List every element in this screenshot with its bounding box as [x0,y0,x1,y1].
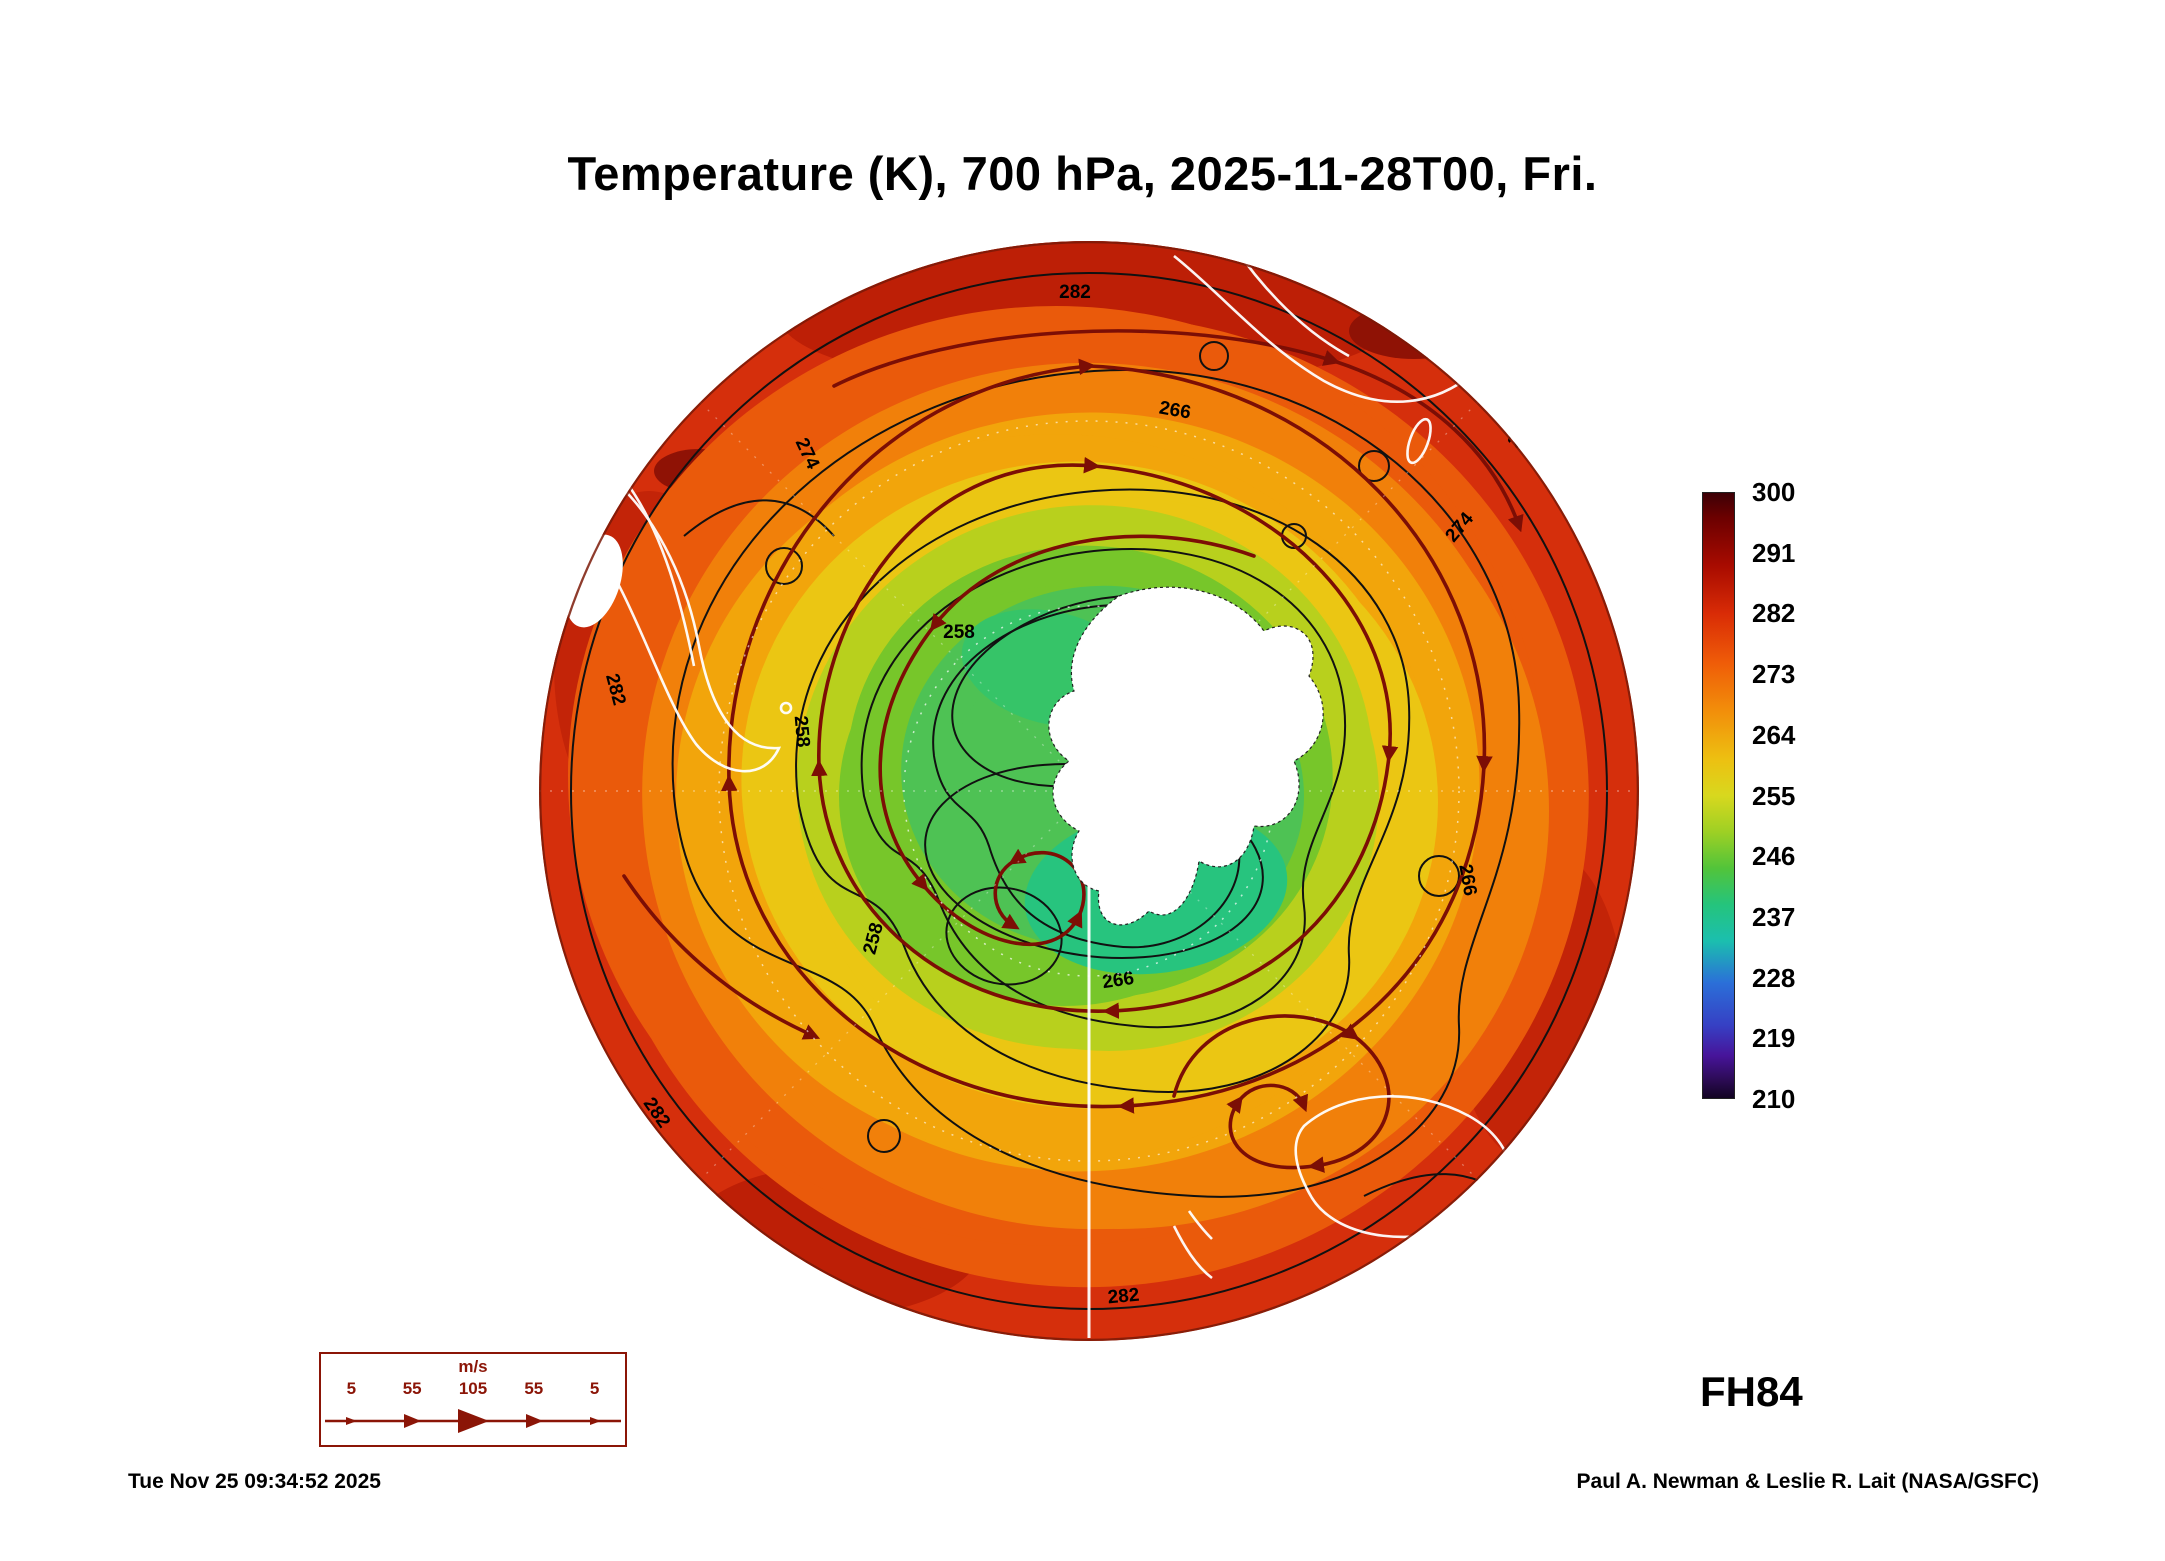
wind-speed-legend: m/s 5 55 105 55 5 [319,1352,627,1447]
colorbar-tick-label: 228 [1752,963,1796,993]
contour-label-258: 258 [790,715,814,748]
contour-label-266: 266 [1101,968,1135,993]
map-rim [539,241,1639,1341]
colorbar-tick-label: 219 [1752,1023,1796,1053]
colorbar-tick-label: 300 [1752,477,1796,507]
wind-scale-value: 5 [346,1379,357,1398]
wind-unit-label: m/s [458,1357,488,1376]
credit-text: Paul A. Newman & Leslie R. Lait (NASA/GS… [1576,1470,2039,1493]
wind-scale-value: 105 [458,1379,488,1398]
graticule [539,401,1639,1338]
wind-streamlines [622,329,1524,1173]
wind-scale-value: 55 [402,1379,422,1398]
colorbar-tick-label: 210 [1752,1084,1796,1114]
contour-label-258: 258 [943,622,975,643]
wind-scale-value: 55 [524,1379,544,1398]
temperature-map: 282 282 282 282 282 274 274 266 266 266 … [539,241,1639,1341]
generation-timestamp: Tue Nov 25 09:34:52 2025 [128,1470,381,1493]
colorbar-tick-label: 237 [1752,902,1796,932]
forecast-hour-label: FH84 [1700,1368,1803,1415]
colorbar-gradient [1702,492,1735,1099]
contour-label-282: 282 [1059,282,1091,303]
colorbar-tick-label: 246 [1752,841,1796,871]
wind-scale-value: 5 [589,1379,600,1398]
contour-label-282: 282 [1107,1285,1140,1309]
colorbar-tick-label: 264 [1752,720,1796,750]
page-title: Temperature (K), 700 hPa, 2025-11-28T00,… [567,147,1598,200]
colorbar-tick-label: 291 [1752,538,1796,568]
colorbar-tick-label: 255 [1752,781,1796,811]
wind-arrow-scale [325,1409,621,1433]
colorbar-tick-label: 273 [1752,659,1796,689]
colorbar-tick-label: 282 [1752,598,1796,628]
antarctica-mask [1048,586,1324,926]
